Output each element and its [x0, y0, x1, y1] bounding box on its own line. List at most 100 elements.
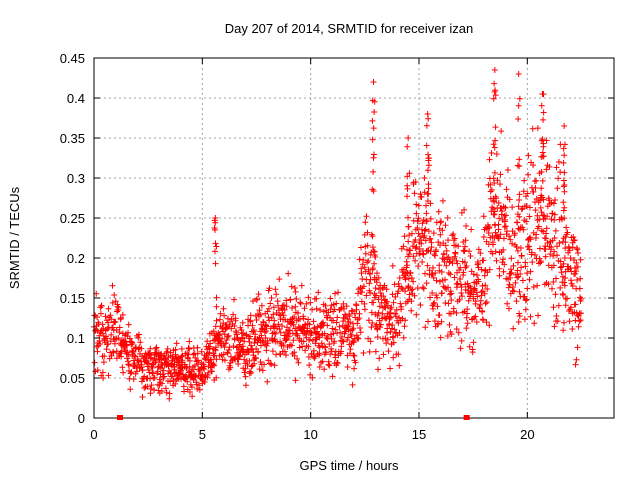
data-point: [107, 312, 114, 319]
data-point: [354, 335, 361, 342]
data-point: [370, 125, 377, 132]
data-point: [433, 247, 440, 254]
data-point: [289, 330, 296, 337]
data-point: [487, 188, 494, 195]
data-point: [151, 387, 158, 394]
data-point: [303, 300, 310, 307]
data-point: [369, 186, 376, 193]
data-point: [139, 367, 146, 374]
y-tick-label: 0.35: [60, 131, 85, 146]
data-point: [239, 343, 246, 350]
data-point: [495, 221, 502, 228]
data-point: [186, 338, 193, 345]
data-point: [517, 271, 524, 278]
data-point: [395, 351, 402, 358]
data-point: [574, 277, 581, 284]
data-point: [453, 257, 460, 264]
data-point: [397, 300, 404, 307]
data-point: [344, 334, 351, 341]
data-point: [368, 324, 375, 331]
data-point: [125, 351, 132, 358]
data-point: [279, 322, 286, 329]
data-point: [516, 95, 523, 102]
data-point: [228, 316, 235, 323]
data-point: [369, 97, 376, 104]
data-point: [479, 307, 486, 314]
data-point: [164, 348, 171, 355]
data-point: [491, 198, 498, 205]
data-point: [492, 124, 499, 131]
data-point: [424, 167, 431, 174]
data-point: [567, 255, 574, 262]
data-point: [423, 122, 430, 129]
data-point: [190, 351, 197, 358]
data-point: [259, 367, 266, 374]
data-point: [538, 194, 545, 201]
data-point: [356, 325, 363, 332]
data-point: [450, 305, 457, 312]
data-point: [276, 326, 283, 332]
data-point: [186, 357, 193, 364]
data-point: [173, 340, 180, 347]
data-point: [550, 252, 557, 259]
data-point: [530, 188, 537, 195]
data-point: [414, 285, 421, 292]
data-point: [242, 382, 249, 389]
data-point: [487, 181, 494, 188]
data-point: [423, 210, 430, 217]
data-point: [498, 208, 505, 215]
data-point: [230, 343, 237, 350]
data-point: [450, 231, 457, 238]
data-point: [489, 239, 496, 246]
data-point: [550, 262, 557, 269]
data-point: [457, 345, 464, 352]
data-point: [126, 335, 133, 342]
data-point: [540, 116, 547, 123]
data-point: [184, 378, 191, 385]
data-point: [486, 322, 493, 329]
data-point: [315, 342, 322, 349]
data-point: [395, 288, 402, 295]
data-point: [129, 340, 136, 347]
data-point: [267, 300, 274, 307]
data-point: [561, 123, 568, 129]
data-point: [164, 345, 171, 352]
data-point: [574, 263, 581, 270]
data-point: [492, 137, 499, 144]
data-point: [411, 292, 418, 299]
data-point: [369, 265, 376, 272]
data-point: [424, 197, 431, 204]
data-point: [457, 264, 464, 271]
data-point: [242, 365, 249, 372]
data-point: [446, 321, 453, 328]
data-point: [539, 91, 546, 97]
plot-frame: [93, 57, 615, 419]
data-point: [122, 338, 129, 345]
data-point: [530, 283, 537, 290]
data-point: [463, 262, 470, 269]
data-point: [340, 338, 347, 345]
data-point: [119, 364, 126, 371]
data-point: [431, 299, 438, 306]
data-point: [460, 269, 467, 276]
data-point: [318, 359, 325, 366]
data-point: [430, 230, 437, 237]
data-point: [108, 331, 115, 338]
data-point: [230, 296, 237, 303]
data-point: [371, 276, 378, 283]
data-point: [277, 339, 284, 346]
data-point: [97, 310, 104, 317]
data-point: [557, 264, 564, 271]
data-point: [524, 270, 531, 277]
data-point: [265, 314, 272, 321]
data-point: [503, 186, 510, 193]
data-point: [458, 290, 465, 297]
data-point: [155, 363, 162, 370]
data-point: [260, 339, 267, 346]
data-point: [516, 196, 523, 203]
data-point: [464, 320, 471, 327]
data-point: [555, 158, 562, 165]
data-point: [288, 318, 295, 325]
data-point: [412, 245, 419, 252]
data-point: [552, 227, 559, 234]
